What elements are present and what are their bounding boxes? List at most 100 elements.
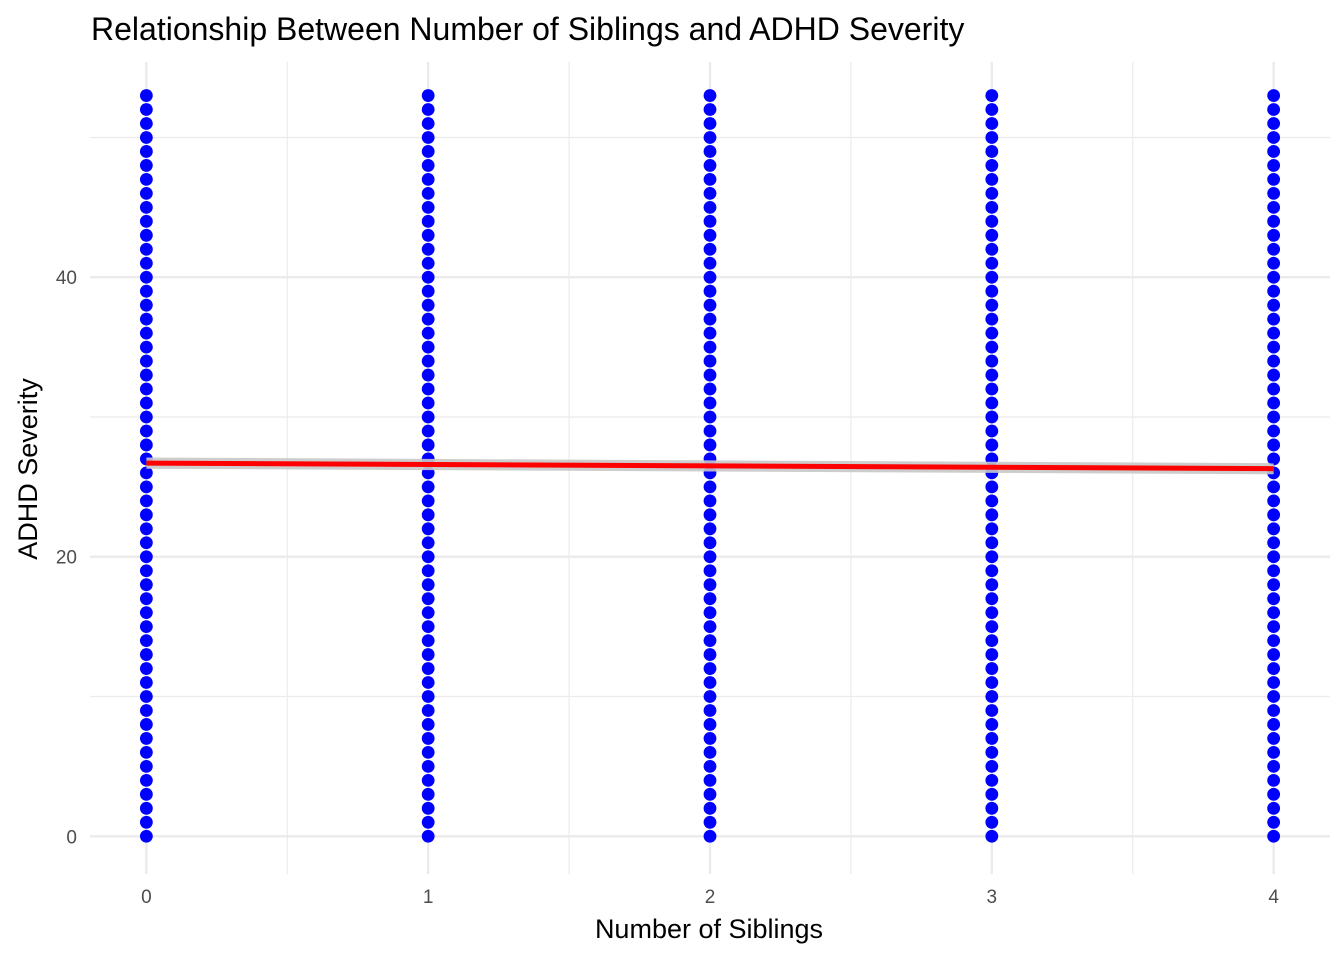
scatter-point: [421, 704, 435, 717]
scatter-point: [1267, 172, 1281, 186]
scatter-point: [703, 382, 717, 396]
scatter-point: [985, 592, 999, 606]
scatter-point: [1267, 508, 1281, 522]
scatter-point: [139, 89, 153, 102]
y-axis-tick-labels: 0 20 40: [56, 268, 77, 848]
scatter-point: [421, 662, 435, 675]
scatter-point: [703, 662, 717, 675]
scatter-point: [985, 704, 999, 717]
scatter-point: [985, 606, 999, 620]
scatter-point: [421, 620, 435, 634]
scatter-point: [985, 200, 999, 214]
scatter-point: [1267, 718, 1281, 731]
scatter-point: [1267, 186, 1281, 200]
scatter-point: [703, 424, 717, 438]
scatter-point: [703, 494, 717, 508]
scatter-point: [421, 410, 435, 424]
scatter-point: [703, 732, 717, 745]
scatter-point: [421, 536, 435, 550]
scatter-point: [1267, 368, 1281, 382]
scatter-point: [703, 536, 717, 550]
scatter-point: [1267, 354, 1281, 368]
scatter-point: [139, 298, 153, 312]
scatter-point: [1267, 759, 1281, 773]
scatter-point: [985, 732, 999, 745]
scatter-point: [703, 508, 717, 522]
scatter-point: [1267, 103, 1281, 116]
scatter-point: [1267, 494, 1281, 508]
scatter-point: [139, 620, 153, 634]
scatter-point: [139, 690, 153, 703]
scatter-point: [139, 117, 153, 130]
scatter-point: [985, 117, 999, 130]
scatter-point: [139, 284, 153, 298]
scatter-point: [421, 564, 435, 578]
scatter-point: [985, 815, 999, 829]
scatter-point: [421, 131, 435, 144]
scatter-point: [703, 354, 717, 368]
scatter-point: [421, 186, 435, 200]
scatter-point: [985, 228, 999, 242]
scatter-point: [421, 480, 435, 494]
scatter-point: [703, 172, 717, 186]
scatter-point: [139, 773, 153, 787]
scatter-point: [139, 145, 153, 158]
scatter-point: [1267, 522, 1281, 536]
scatter-point: [1267, 704, 1281, 717]
scatter-point: [139, 326, 153, 340]
scatter-point: [985, 298, 999, 312]
scatter-point: [703, 787, 717, 801]
scatter-point: [703, 103, 717, 116]
scatter-point: [421, 522, 435, 536]
regression-line: [146, 460, 1274, 472]
scatter-point: [1267, 298, 1281, 312]
scatter-point: [703, 410, 717, 424]
scatter-point: [703, 578, 717, 592]
x-tick-label: 1: [423, 887, 434, 908]
scatter-point: [139, 732, 153, 745]
scatter-point: [1267, 606, 1281, 620]
scatter-point: [421, 214, 435, 228]
scatter-point: [139, 256, 153, 270]
scatter-point: [139, 704, 153, 717]
scatter-point: [421, 117, 435, 130]
scatter-point: [985, 438, 999, 452]
scatter-point: [139, 410, 153, 424]
scatter-point: [1267, 690, 1281, 703]
scatter-point: [139, 228, 153, 242]
scatter-point: [703, 564, 717, 578]
scatter-point: [1267, 648, 1281, 661]
scatter-point: [985, 648, 999, 661]
scatter-point: [421, 256, 435, 270]
scatter-point: [139, 522, 153, 536]
scatter-point: [985, 522, 999, 536]
scatter-point: [985, 718, 999, 731]
scatter-point: [139, 382, 153, 396]
scatter-point: [703, 801, 717, 815]
scatter-point: [985, 396, 999, 410]
x-axis-title: Number of Siblings: [595, 914, 823, 944]
y-tick-label: 40: [56, 268, 77, 289]
scatter-point: [139, 312, 153, 326]
scatter-point: [139, 801, 153, 815]
scatter-point: [1267, 256, 1281, 270]
scatter-point: [1267, 662, 1281, 675]
scatter-point: [985, 172, 999, 186]
scatter-point: [1267, 815, 1281, 829]
scatter-point: [985, 676, 999, 689]
scatter-point: [985, 578, 999, 592]
scatter-point: [985, 746, 999, 759]
scatter-point: [421, 298, 435, 312]
scatter-point: [421, 438, 435, 452]
scatter-point: [1267, 732, 1281, 745]
scatter-point: [985, 340, 999, 354]
x-tick-label: 4: [1268, 887, 1279, 908]
scatter-point: [985, 103, 999, 116]
scatter-point: [1267, 787, 1281, 801]
scatter-point: [1267, 424, 1281, 438]
scatter-point: [985, 242, 999, 256]
scatter-point: [1267, 89, 1281, 102]
scatter-point: [139, 746, 153, 759]
chart-title: Relationship Between Number of Siblings …: [91, 11, 964, 47]
scatter-point: [703, 718, 717, 731]
